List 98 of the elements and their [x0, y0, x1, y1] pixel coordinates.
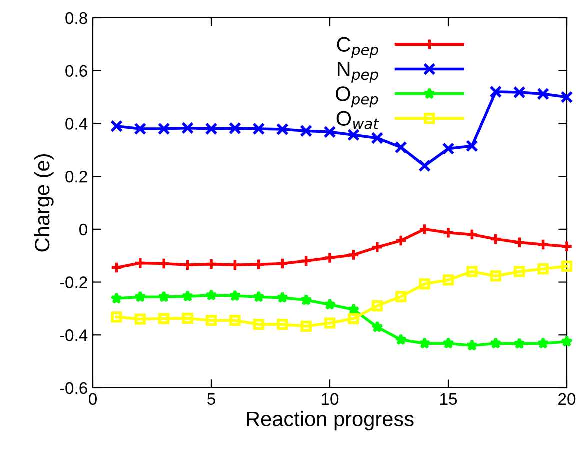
point — [347, 248, 360, 262]
point — [371, 132, 384, 144]
x-tick-label: 5 — [208, 393, 216, 406]
point — [490, 86, 502, 98]
point — [300, 294, 312, 306]
point — [252, 290, 265, 302]
point — [276, 292, 289, 304]
point — [442, 337, 455, 349]
point — [419, 278, 430, 290]
point — [560, 336, 574, 348]
point — [442, 142, 455, 156]
point — [110, 262, 123, 274]
x-tick-label: 15 — [440, 393, 458, 406]
point — [276, 258, 289, 270]
point — [134, 314, 146, 325]
point — [537, 238, 550, 252]
point — [110, 292, 123, 304]
point — [513, 236, 526, 249]
legend-label: N$_{pep}$ — [338, 62, 378, 83]
point — [537, 88, 550, 100]
point — [205, 258, 218, 271]
y-tick-label: 0.8 — [66, 12, 88, 24]
point — [300, 124, 313, 138]
point — [182, 258, 194, 272]
point — [158, 290, 170, 302]
point — [490, 337, 502, 349]
point — [537, 337, 550, 349]
point — [396, 291, 407, 302]
point — [538, 264, 549, 275]
point — [560, 91, 574, 104]
point — [347, 128, 360, 142]
y-tick-label: 0.6 — [66, 65, 88, 78]
point — [252, 258, 266, 271]
x-tick-label: 0 — [89, 393, 97, 406]
legend-label: O$_{pep}$ — [336, 86, 378, 108]
point — [371, 241, 384, 254]
point — [514, 266, 526, 278]
point — [111, 312, 122, 323]
point — [300, 320, 312, 332]
y-tick-label: 0 — [80, 224, 88, 236]
point — [560, 240, 574, 253]
point — [134, 290, 146, 302]
legend-label: O$_{wat}$ — [336, 111, 380, 130]
point — [418, 160, 432, 172]
point — [228, 258, 242, 272]
point — [110, 120, 123, 133]
point — [230, 315, 241, 326]
point — [324, 126, 336, 138]
point — [490, 270, 502, 282]
point — [490, 232, 502, 246]
y-tick-label: -0.2 — [60, 276, 88, 288]
point — [466, 228, 478, 241]
y-axis-title: Charge (e) — [34, 154, 54, 252]
point — [206, 315, 218, 326]
point — [252, 122, 266, 136]
point — [394, 141, 408, 154]
point — [418, 223, 432, 236]
point — [182, 122, 194, 134]
point — [324, 318, 336, 329]
point — [348, 313, 360, 324]
point — [182, 290, 194, 302]
point — [466, 339, 478, 352]
point — [324, 252, 336, 264]
y-tick-label: 0.4 — [66, 118, 88, 130]
point — [229, 290, 242, 302]
point — [300, 254, 313, 268]
point — [158, 258, 170, 270]
point — [158, 122, 170, 136]
x-axis-title: Reaction progress — [247, 411, 414, 431]
point — [134, 257, 147, 270]
point — [158, 313, 170, 324]
point — [276, 123, 289, 136]
point — [513, 86, 526, 99]
point — [205, 122, 218, 136]
point — [228, 122, 242, 135]
point — [134, 122, 147, 136]
legend-label: C$_{pep}$ — [337, 37, 378, 58]
point — [442, 274, 454, 286]
point — [371, 320, 384, 333]
point — [466, 266, 478, 278]
point — [253, 319, 264, 330]
point — [418, 337, 431, 349]
y-tick-label: -0.6 — [60, 382, 88, 394]
point — [394, 234, 408, 248]
point — [466, 140, 478, 152]
point — [182, 312, 194, 324]
point — [395, 334, 408, 346]
y-tick-label: 0.2 — [66, 170, 88, 183]
point — [205, 289, 218, 301]
point — [442, 226, 455, 240]
point — [372, 300, 383, 312]
x-tick-label: 20 — [558, 393, 576, 406]
point — [561, 260, 573, 272]
point — [324, 298, 336, 310]
y-tick-label: -0.4 — [60, 330, 88, 342]
x-tick-label: 10 — [322, 393, 339, 406]
point — [514, 338, 526, 350]
point — [277, 319, 288, 330]
